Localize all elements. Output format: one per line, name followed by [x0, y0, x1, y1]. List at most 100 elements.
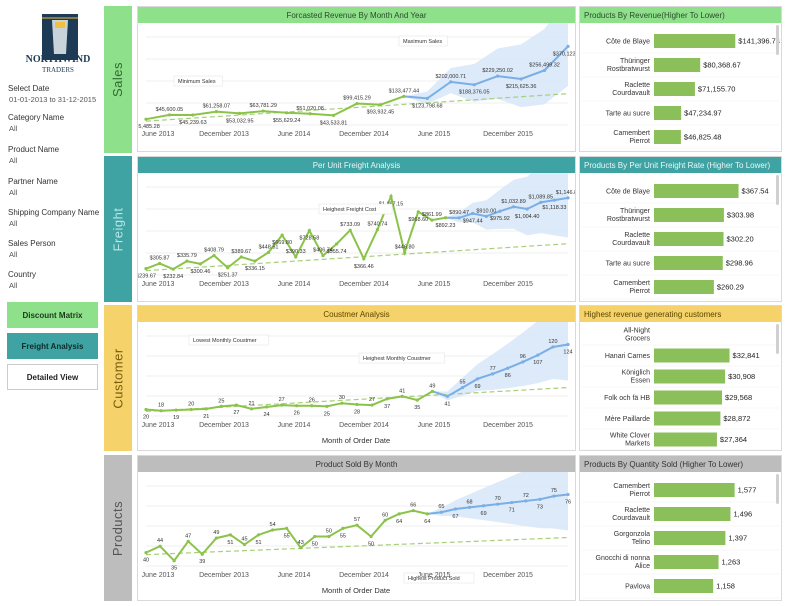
- bar[interactable]: [654, 369, 726, 384]
- data-point[interactable]: [460, 385, 465, 390]
- data-point[interactable]: [389, 194, 393, 198]
- data-point[interactable]: [378, 103, 383, 107]
- data-point[interactable]: [294, 255, 298, 259]
- filter-shipping-value[interactable]: All: [9, 219, 18, 228]
- data-point[interactable]: [519, 77, 523, 81]
- data-point[interactable]: [242, 542, 247, 547]
- data-point[interactable]: [355, 101, 359, 106]
- data-point[interactable]: [511, 205, 516, 209]
- data-point[interactable]: [525, 207, 529, 211]
- data-point[interactable]: [566, 196, 570, 200]
- data-point[interactable]: [159, 409, 163, 413]
- data-point[interactable]: [234, 403, 239, 407]
- data-point[interactable]: [348, 228, 352, 232]
- data-point[interactable]: [158, 261, 162, 266]
- data-point[interactable]: [415, 398, 419, 402]
- data-point[interactable]: [219, 404, 223, 408]
- bar[interactable]: [654, 483, 735, 497]
- data-point[interactable]: [482, 504, 486, 508]
- filter-country-value[interactable]: All: [9, 281, 18, 290]
- data-point[interactable]: [266, 250, 271, 254]
- data-point[interactable]: [321, 254, 325, 258]
- data-point[interactable]: [369, 534, 373, 539]
- bar[interactable]: [654, 232, 724, 246]
- data-point[interactable]: [261, 109, 265, 113]
- detailed-view-button[interactable]: Detailed View: [7, 364, 98, 390]
- data-point[interactable]: [256, 533, 261, 537]
- data-point[interactable]: [524, 499, 528, 503]
- data-point[interactable]: [341, 526, 345, 530]
- data-point[interactable]: [264, 405, 269, 409]
- data-point[interactable]: [400, 394, 404, 398]
- data-point[interactable]: [411, 509, 415, 513]
- data-point[interactable]: [214, 110, 218, 114]
- data-point[interactable]: [496, 74, 500, 78]
- bar[interactable]: [654, 256, 723, 270]
- data-point[interactable]: [167, 113, 172, 117]
- data-point[interactable]: [310, 404, 314, 408]
- bar[interactable]: [654, 106, 682, 120]
- data-point[interactable]: [238, 111, 242, 115]
- data-point[interactable]: [484, 214, 488, 218]
- data-point[interactable]: [430, 218, 434, 222]
- data-point[interactable]: [425, 96, 429, 100]
- discount-matrix-button[interactable]: Discount Matrix: [7, 302, 98, 328]
- data-point[interactable]: [171, 267, 175, 271]
- bar[interactable]: [654, 184, 739, 198]
- data-point[interactable]: [313, 534, 317, 539]
- data-point[interactable]: [445, 394, 450, 398]
- data-point[interactable]: [566, 492, 570, 497]
- bar[interactable]: [654, 58, 701, 72]
- data-point[interactable]: [189, 407, 193, 412]
- data-point[interactable]: [430, 389, 434, 393]
- data-point[interactable]: [538, 497, 542, 501]
- data-point[interactable]: [449, 80, 453, 84]
- data-point[interactable]: [172, 559, 176, 563]
- data-point[interactable]: [299, 546, 303, 550]
- bar[interactable]: [654, 411, 721, 426]
- data-point[interactable]: [334, 242, 339, 246]
- data-point[interactable]: [467, 505, 472, 509]
- data-point[interactable]: [325, 404, 329, 408]
- data-point[interactable]: [475, 377, 480, 381]
- filter-date-value[interactable]: 01-01-2013 to 31-12-2015: [9, 95, 97, 104]
- data-point[interactable]: [403, 250, 407, 255]
- filter-category-value[interactable]: All: [9, 124, 18, 133]
- scrollbar[interactable]: [776, 175, 779, 205]
- data-point[interactable]: [472, 83, 476, 87]
- data-point[interactable]: [425, 512, 429, 516]
- data-point[interactable]: [471, 211, 475, 216]
- data-point[interactable]: [453, 507, 458, 511]
- data-point[interactable]: [144, 551, 148, 555]
- data-point[interactable]: [253, 259, 257, 263]
- data-point[interactable]: [375, 227, 380, 232]
- data-point[interactable]: [200, 552, 204, 556]
- data-point[interactable]: [355, 402, 359, 407]
- bar[interactable]: [654, 280, 714, 294]
- data-point[interactable]: [552, 198, 556, 202]
- bar[interactable]: [654, 555, 719, 569]
- filter-product-value[interactable]: All: [9, 156, 18, 165]
- data-point[interactable]: [226, 266, 230, 270]
- data-point[interactable]: [385, 397, 389, 401]
- bar[interactable]: [654, 82, 695, 96]
- data-point[interactable]: [144, 117, 148, 121]
- bar[interactable]: [654, 348, 730, 363]
- data-point[interactable]: [285, 111, 289, 115]
- data-point[interactable]: [355, 523, 359, 527]
- data-point[interactable]: [496, 502, 500, 506]
- data-point[interactable]: [510, 500, 514, 505]
- data-point[interactable]: [144, 267, 148, 271]
- data-point[interactable]: [362, 257, 366, 261]
- bar[interactable]: [654, 390, 723, 405]
- data-point[interactable]: [295, 404, 299, 408]
- data-point[interactable]: [191, 113, 195, 117]
- data-point[interactable]: [174, 408, 178, 412]
- data-point[interactable]: [185, 259, 189, 263]
- bar[interactable]: [654, 531, 726, 545]
- data-point[interactable]: [271, 528, 275, 532]
- data-point[interactable]: [443, 216, 448, 220]
- bar[interactable]: [654, 34, 736, 48]
- data-point[interactable]: [327, 534, 331, 539]
- data-point[interactable]: [280, 233, 284, 237]
